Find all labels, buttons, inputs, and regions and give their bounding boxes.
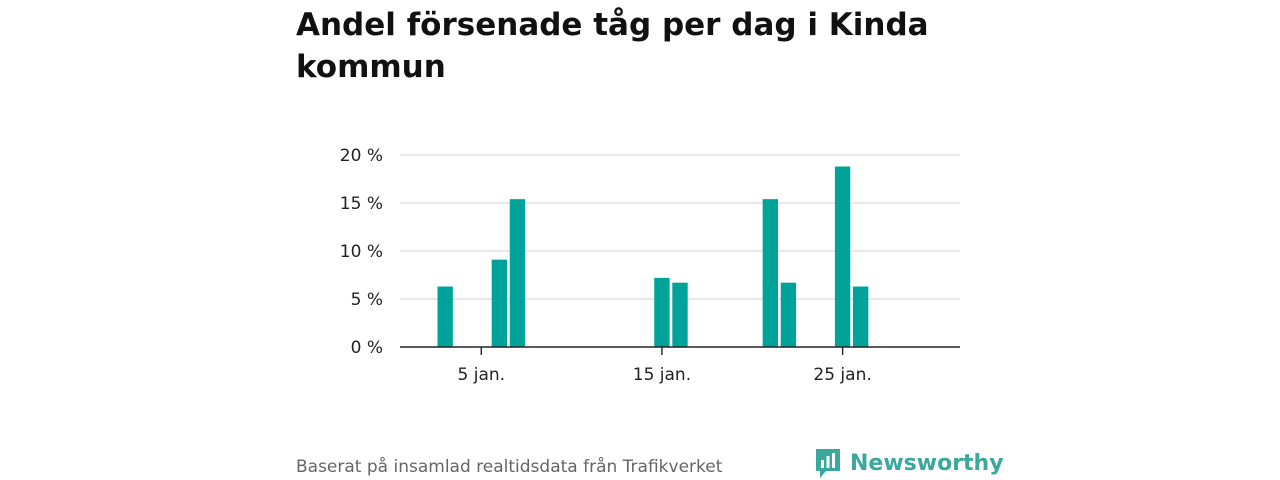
chart-title: Andel försenade tåg per dag i Kinda komm… <box>296 7 929 85</box>
bar <box>509 199 526 347</box>
y-axis-ticks: 0 % 5 % 10 % 15 % 20 % <box>340 146 383 358</box>
y-tick-label: 10 % <box>340 242 383 262</box>
bars <box>437 166 869 347</box>
newsworthy-logo: Newsworthy <box>814 446 1004 480</box>
bar <box>852 286 869 347</box>
x-tick-label: 15 jan. <box>633 365 691 385</box>
y-tick-label: 5 % <box>351 290 383 310</box>
bar <box>491 259 508 347</box>
newsworthy-logo-icon <box>816 449 840 478</box>
source-note: Baserat på insamlad realtidsdata från Tr… <box>296 457 723 477</box>
y-tick-label: 20 % <box>340 146 383 166</box>
y-tick-label: 15 % <box>340 194 383 214</box>
bar <box>762 199 778 347</box>
y-tick-label: 0 % <box>351 338 383 358</box>
bar <box>834 166 851 347</box>
gridlines <box>400 154 960 300</box>
brand-name: Newsworthy <box>850 450 1004 476</box>
bar <box>654 277 670 347</box>
bar <box>672 282 688 347</box>
x-tick-label: 25 jan. <box>813 365 871 385</box>
x-tick-label: 5 jan. <box>458 365 506 385</box>
bar <box>780 282 797 347</box>
bar <box>437 286 453 347</box>
x-axis-ticks: 5 jan. 15 jan. 25 jan. <box>458 347 872 385</box>
